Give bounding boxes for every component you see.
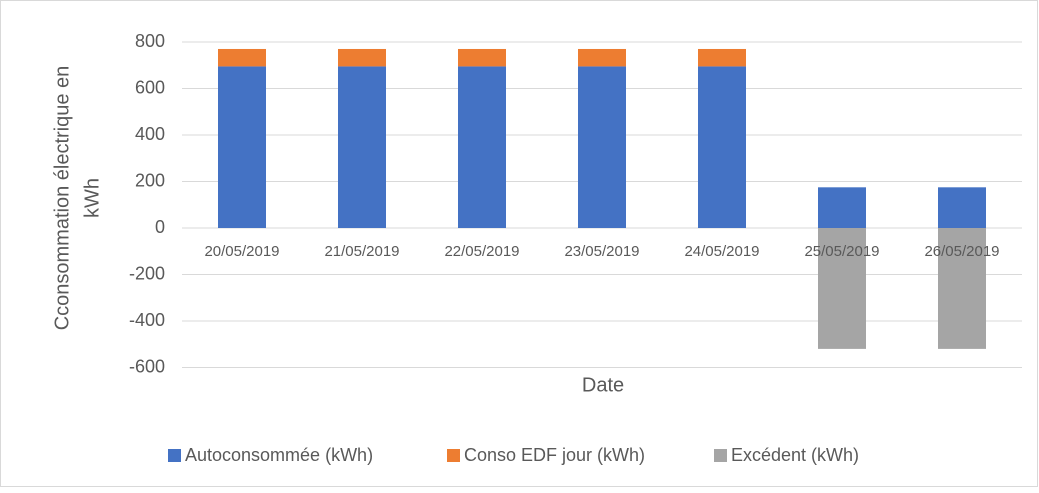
- bar: [818, 187, 866, 228]
- bar: [578, 48, 626, 67]
- bar: [578, 66, 626, 228]
- y-tick-label: -400: [129, 310, 165, 330]
- legend-label: Autoconsommée (kWh): [185, 445, 373, 465]
- x-tick-label: 26/05/2019: [924, 243, 999, 260]
- y-tick-label: 600: [135, 77, 165, 97]
- y-tick-label: -600: [129, 356, 165, 376]
- x-tick-label: 25/05/2019: [804, 243, 879, 260]
- bar: [698, 48, 746, 67]
- bar: [338, 48, 386, 67]
- x-tick-label: 20/05/2019: [204, 243, 279, 260]
- bar: [458, 66, 506, 228]
- x-tick-label: 23/05/2019: [564, 243, 639, 260]
- y-axis-title: kWh: [81, 178, 103, 218]
- bar: [938, 187, 986, 228]
- y-tick-label: 200: [135, 170, 165, 190]
- y-tick-label: 0: [155, 217, 165, 237]
- y-tick-label: 400: [135, 124, 165, 144]
- x-tick-label: 24/05/2019: [684, 243, 759, 260]
- bar: [218, 66, 266, 228]
- legend-label: Conso EDF jour (kWh): [464, 445, 645, 465]
- legend-swatch: [168, 449, 181, 462]
- bar: [698, 66, 746, 228]
- y-axis-title: Cconsommation électrique en: [51, 66, 73, 331]
- y-tick-label: -200: [129, 263, 165, 283]
- legend-label: Excédent (kWh): [731, 445, 859, 465]
- bar: [338, 66, 386, 228]
- bar: [218, 48, 266, 67]
- bar: [818, 228, 866, 349]
- legend-swatch: [714, 449, 727, 462]
- y-tick-label: 800: [135, 31, 165, 51]
- x-tick-label: 22/05/2019: [444, 243, 519, 260]
- bar: [938, 228, 986, 349]
- legend-swatch: [447, 449, 460, 462]
- x-axis-title: Date: [582, 374, 624, 396]
- bar: [458, 48, 506, 67]
- x-tick-label: 21/05/2019: [324, 243, 399, 260]
